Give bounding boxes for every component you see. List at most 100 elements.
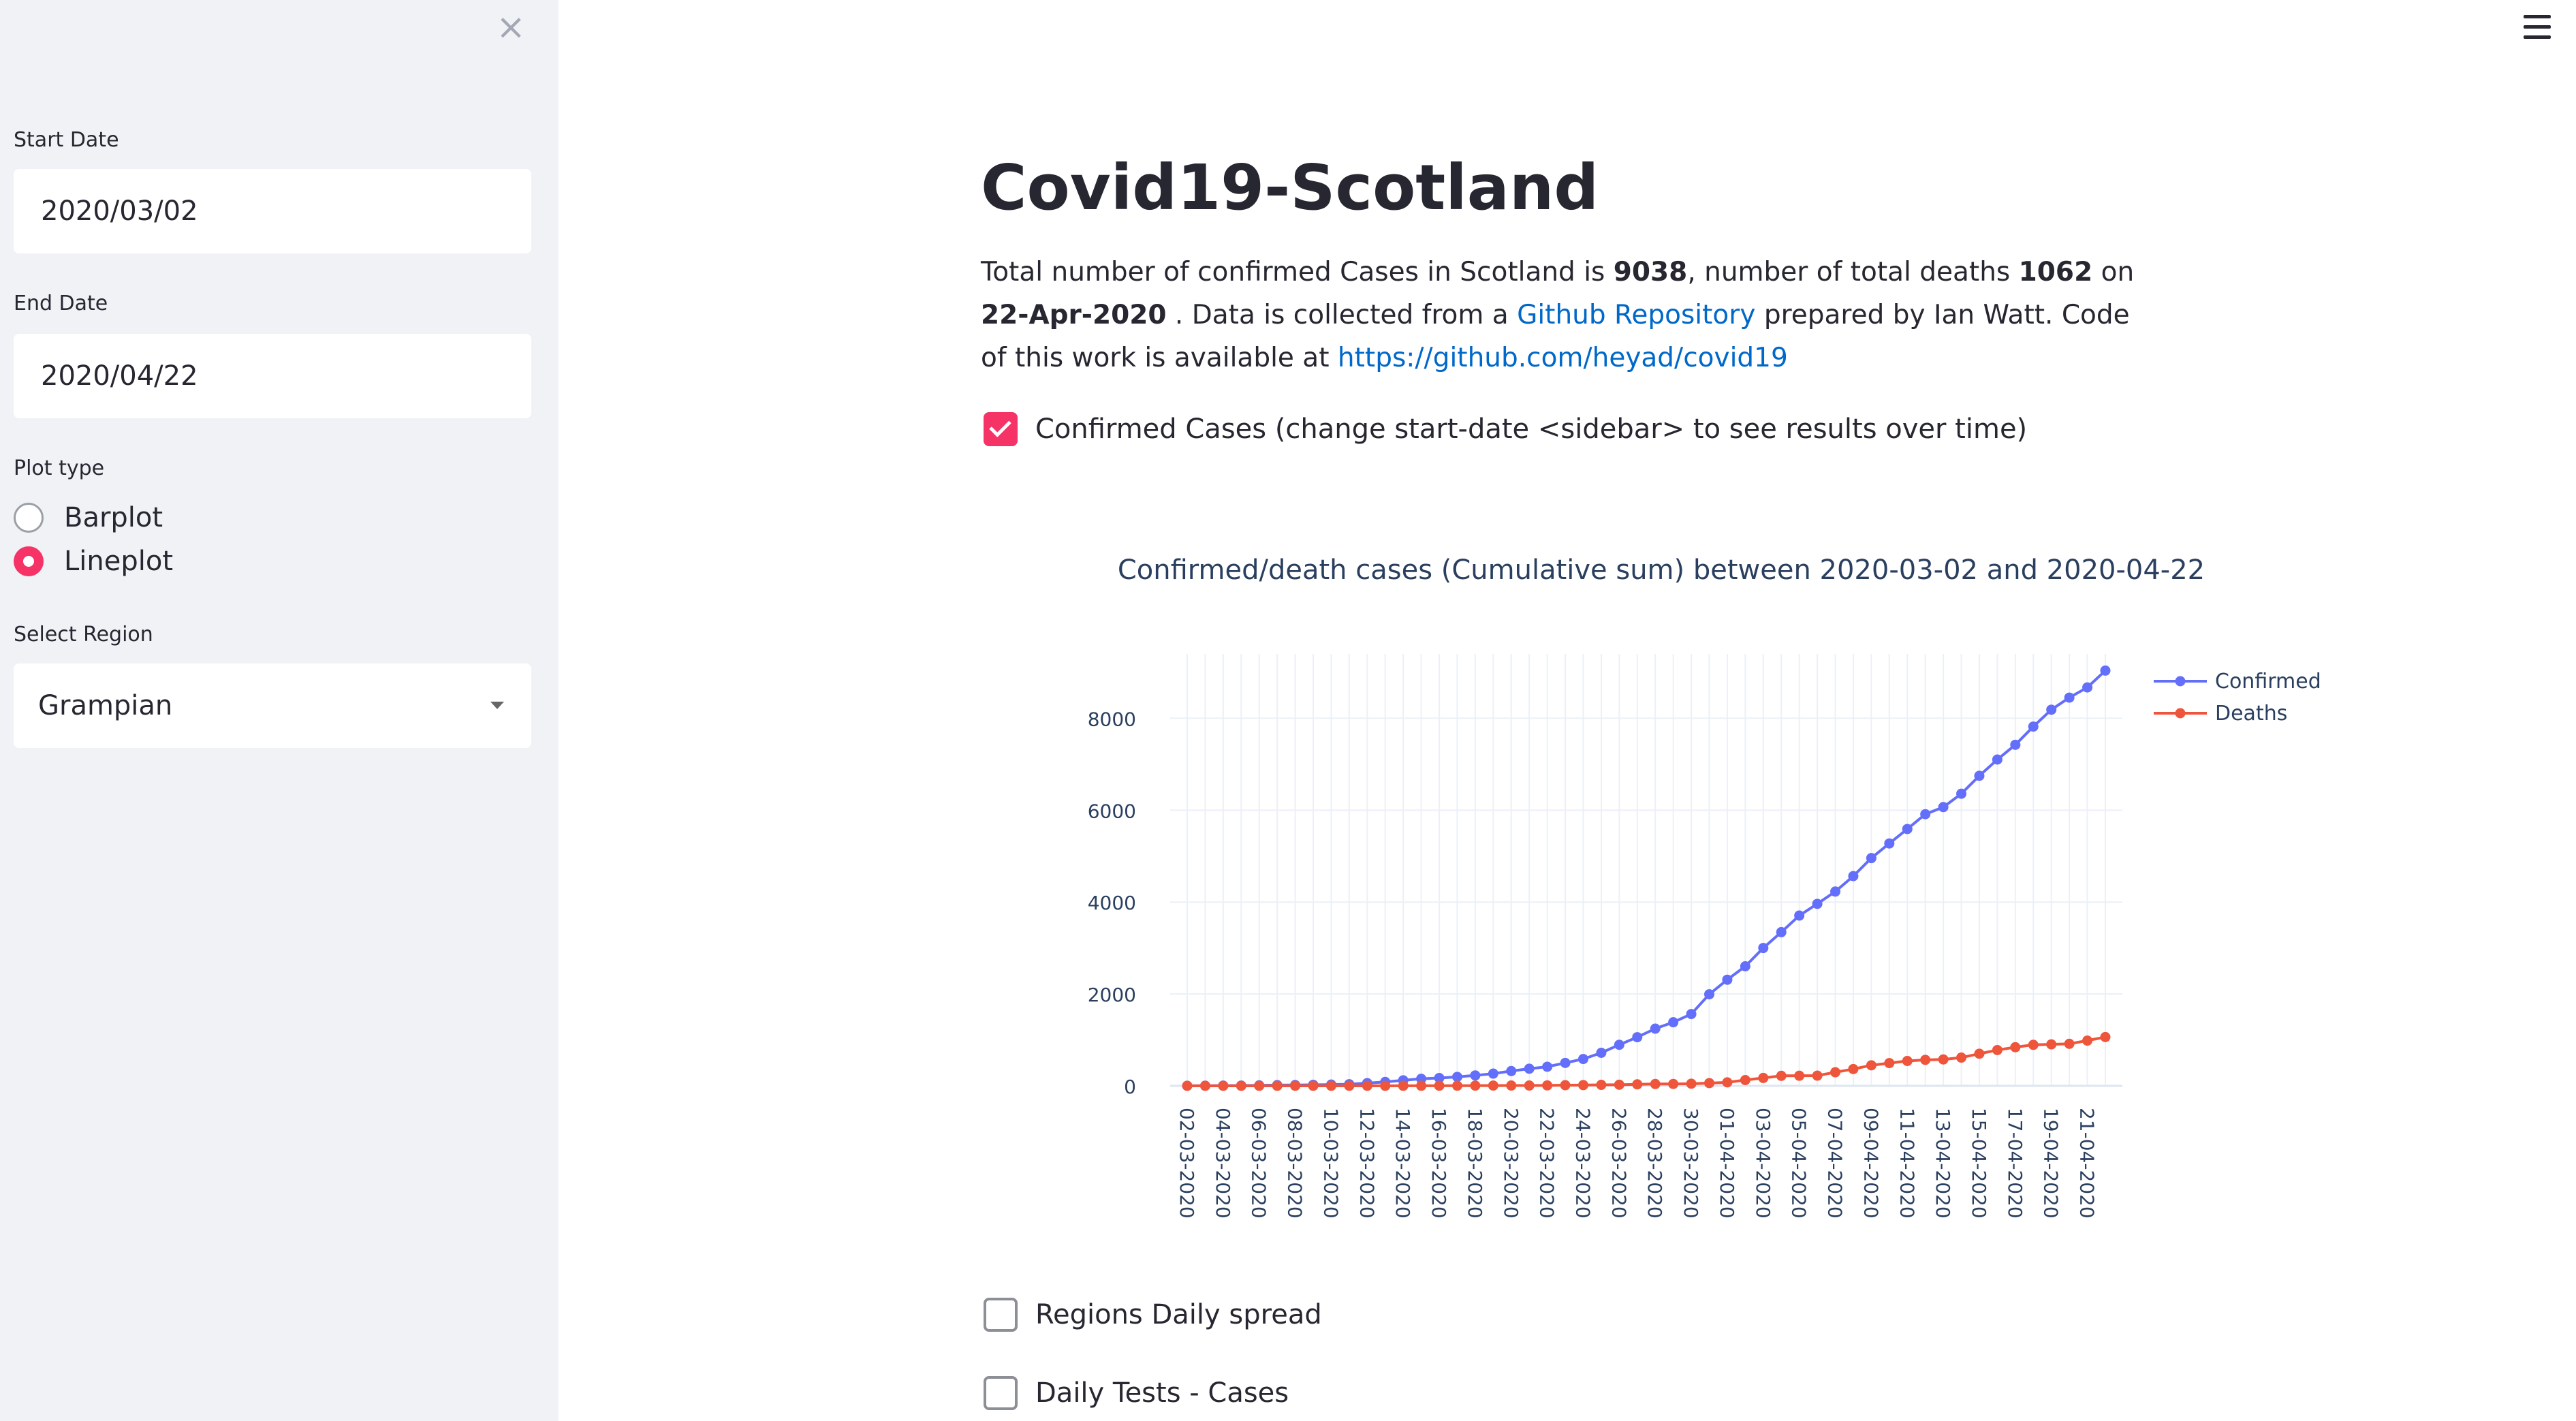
data-point-deaths bbox=[1830, 1067, 1841, 1078]
data-point-confirmed bbox=[1794, 910, 1805, 921]
y-tick-label: 4000 bbox=[1088, 892, 1136, 914]
x-tick-label: 14-03-2020 bbox=[1392, 1108, 1414, 1219]
data-point-confirmed bbox=[1632, 1032, 1643, 1043]
data-point-deaths bbox=[1398, 1080, 1409, 1091]
start-date-label: Start Date bbox=[14, 128, 119, 152]
x-tick-label: 19-04-2020 bbox=[2040, 1108, 2062, 1219]
data-point-deaths bbox=[2064, 1038, 2075, 1049]
data-point-deaths bbox=[1199, 1080, 1210, 1091]
data-point-deaths bbox=[1218, 1080, 1229, 1091]
data-point-confirmed bbox=[1668, 1017, 1679, 1028]
total-cases-value: 9038 bbox=[1613, 257, 1688, 287]
data-point-deaths bbox=[2028, 1040, 2039, 1050]
data-point-deaths bbox=[1866, 1060, 1876, 1071]
summary-text-part: . Data is collected from a bbox=[1166, 300, 1518, 330]
data-point-confirmed bbox=[1470, 1070, 1481, 1081]
data-point-deaths bbox=[1596, 1080, 1607, 1091]
y-tick-label: 0 bbox=[1124, 1076, 1136, 1098]
close-sidebar-icon[interactable]: × bbox=[496, 7, 526, 48]
radio-button-lineplot[interactable] bbox=[14, 546, 44, 576]
regions-daily-checkbox[interactable] bbox=[984, 1298, 1018, 1332]
x-tick-label: 15-04-2020 bbox=[1968, 1108, 1990, 1219]
data-point-confirmed bbox=[1866, 853, 1876, 864]
x-tick-label: 17-04-2020 bbox=[2004, 1108, 2026, 1219]
github-repository-link[interactable]: Github Repository bbox=[1517, 300, 1756, 330]
legend-label-deaths: Deaths bbox=[2215, 702, 2287, 725]
series-line-confirmed bbox=[1187, 669, 2107, 1087]
code-repository-link[interactable]: https://github.com/heyad/covid19 bbox=[1337, 343, 1788, 373]
radio-button-barplot[interactable] bbox=[14, 503, 44, 533]
data-point-deaths bbox=[1308, 1080, 1319, 1091]
data-point-confirmed bbox=[1884, 838, 1895, 849]
start-date-input[interactable]: 2020/03/02 bbox=[14, 169, 531, 253]
region-label: Select Region bbox=[14, 623, 153, 646]
data-point-confirmed bbox=[1830, 886, 1841, 897]
data-point-deaths bbox=[1577, 1080, 1588, 1091]
x-tick-label: 21-04-2020 bbox=[2076, 1108, 2099, 1219]
data-point-deaths bbox=[1542, 1080, 1553, 1091]
data-point-confirmed bbox=[1938, 802, 1949, 813]
data-point-confirmed bbox=[2100, 665, 2111, 676]
data-point-confirmed bbox=[1560, 1057, 1571, 1068]
plot-type-option-barplot[interactable]: Barplot bbox=[14, 497, 163, 538]
data-point-deaths bbox=[1668, 1078, 1679, 1089]
daily-tests-checkbox-label: Daily Tests - Cases bbox=[1035, 1377, 1289, 1409]
x-tick-label: 18-03-2020 bbox=[1464, 1108, 1486, 1219]
data-point-deaths bbox=[1794, 1070, 1805, 1081]
x-tick-label: 11-04-2020 bbox=[1896, 1108, 1918, 1219]
end-date-label: End Date bbox=[14, 292, 108, 315]
data-point-deaths bbox=[2046, 1039, 2057, 1050]
data-point-deaths bbox=[1956, 1052, 1967, 1063]
summary-text-part: , number of total deaths bbox=[1687, 257, 2019, 287]
data-point-deaths bbox=[1776, 1070, 1787, 1081]
x-tick-label: 09-04-2020 bbox=[1859, 1108, 1882, 1219]
legend-marker-confirmed bbox=[2175, 676, 2186, 687]
data-point-confirmed bbox=[1614, 1040, 1624, 1050]
report-date-value: 22-Apr-2020 bbox=[981, 300, 1167, 330]
data-point-deaths bbox=[1704, 1078, 1715, 1089]
x-tick-label: 24-03-2020 bbox=[1571, 1108, 1594, 1219]
data-point-deaths bbox=[1470, 1080, 1481, 1091]
confirmed-cases-checkbox[interactable] bbox=[984, 412, 1018, 446]
x-tick-label: 01-04-2020 bbox=[1716, 1108, 1738, 1219]
data-point-confirmed bbox=[2028, 721, 2039, 732]
data-point-deaths bbox=[1416, 1080, 1427, 1091]
data-point-confirmed bbox=[2082, 682, 2093, 693]
data-point-confirmed bbox=[1740, 961, 1750, 972]
data-point-confirmed bbox=[1506, 1065, 1517, 1076]
data-point-deaths bbox=[1722, 1077, 1733, 1088]
end-date-input[interactable]: 2020/04/22 bbox=[14, 334, 531, 418]
regions-daily-checkbox-label: Regions Daily spread bbox=[1035, 1299, 1322, 1330]
data-point-confirmed bbox=[1992, 754, 2002, 765]
data-point-deaths bbox=[1524, 1080, 1535, 1091]
data-point-deaths bbox=[1451, 1080, 1462, 1091]
main-menu-icon[interactable] bbox=[2524, 15, 2551, 46]
data-point-confirmed bbox=[1956, 788, 1967, 799]
data-point-deaths bbox=[1182, 1080, 1193, 1091]
data-point-deaths bbox=[1290, 1080, 1301, 1091]
summary-text-part: on bbox=[2092, 257, 2135, 287]
sidebar: × Start Date 2020/03/02 End Date 2020/04… bbox=[0, 0, 559, 1421]
data-point-deaths bbox=[1344, 1080, 1355, 1091]
regions-daily-checkbox-row[interactable]: Regions Daily spread bbox=[984, 1298, 1322, 1332]
total-deaths-value: 1062 bbox=[2018, 257, 2093, 287]
confirmed-cases-checkbox-row[interactable]: Confirmed Cases (change start-date <side… bbox=[984, 412, 2027, 446]
data-point-deaths bbox=[1992, 1044, 2002, 1055]
summary-text-part: Total number of confirmed Cases in Scotl… bbox=[981, 257, 1614, 287]
region-select[interactable]: Grampian bbox=[14, 663, 531, 748]
daily-tests-checkbox-row[interactable]: Daily Tests - Cases bbox=[984, 1376, 1289, 1410]
x-tick-label: 28-03-2020 bbox=[1644, 1108, 1666, 1219]
confirmed-cases-checkbox-label: Confirmed Cases (change start-date <side… bbox=[1035, 413, 2028, 445]
data-point-deaths bbox=[1272, 1080, 1283, 1091]
x-tick-label: 26-03-2020 bbox=[1607, 1108, 1630, 1219]
plot-type-option-lineplot[interactable]: Lineplot bbox=[14, 541, 173, 582]
data-point-deaths bbox=[1632, 1079, 1643, 1090]
data-point-deaths bbox=[1650, 1078, 1661, 1089]
x-tick-label: 10-03-2020 bbox=[1319, 1108, 1342, 1219]
x-tick-label: 16-03-2020 bbox=[1428, 1108, 1450, 1219]
data-point-confirmed bbox=[1902, 824, 1913, 834]
x-tick-label: 04-03-2020 bbox=[1212, 1108, 1234, 1219]
data-point-confirmed bbox=[1650, 1023, 1661, 1034]
data-point-confirmed bbox=[2064, 692, 2075, 703]
daily-tests-checkbox[interactable] bbox=[984, 1376, 1018, 1410]
